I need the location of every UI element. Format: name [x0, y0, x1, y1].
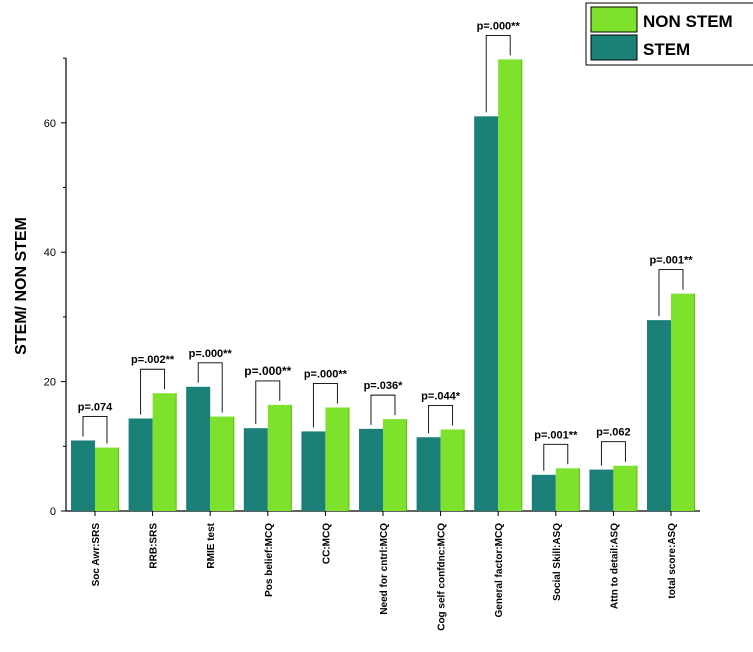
significance-bracket [197, 362, 223, 413]
significance-annotations: p=.074 p=.002** p=.000** p=.000** p=.000** p=… [78, 20, 693, 471]
p-value-label: p=.000** [477, 20, 521, 32]
bar-non-stem [383, 419, 407, 511]
y-tick-label: 60 [44, 118, 56, 130]
p-value-label: p=.000** [304, 368, 348, 380]
bar-non-stem [267, 404, 292, 511]
y-tick-label: 0 [50, 506, 56, 518]
y-tick-label: 40 [44, 247, 56, 259]
bar-stem [589, 469, 614, 511]
significance-bracket [600, 441, 626, 466]
bar-stem [128, 418, 153, 511]
y-tick-label: 20 [44, 377, 56, 389]
bar-stem [474, 116, 499, 511]
p-value-label: p=.002** [131, 354, 175, 366]
significance-bracket [485, 34, 511, 113]
x-tick-label: CC:MCQ [321, 523, 332, 564]
bar-stem [243, 428, 268, 511]
bar-non-stem [440, 429, 465, 511]
x-tick-label: Need for cntrl:MCQ [379, 523, 390, 615]
p-value-label: p=.074 [78, 401, 113, 413]
p-value-label: p=.044* [421, 390, 461, 402]
x-tick-label: Attn to detail:ASQ [609, 523, 620, 609]
x-tick-label: RRB:SRS [149, 523, 160, 569]
x-tick-label: Soc Awr:SRS [91, 523, 102, 587]
x-tick-label: Pos belief:MCQ [264, 523, 275, 597]
x-tick-labels: Soc Awr:SRS RRB:SRS RMIE test Pos belief:MC… [91, 511, 678, 631]
p-value-label: p=.001** [649, 255, 693, 267]
bar-non-stem [555, 468, 580, 511]
bar-non-stem [210, 416, 235, 511]
bar-stem [416, 437, 441, 511]
y-axis-title: STEM/ NON STEM [13, 217, 30, 355]
significance-bracket [370, 394, 396, 425]
bar-stem [186, 386, 211, 511]
significance-bracket [428, 405, 454, 434]
x-tick-label: Cog self confdnc:MCQ [437, 523, 448, 631]
bar-stem [359, 428, 383, 511]
x-tick-label: RMIE test [206, 522, 217, 568]
significance-bracket [82, 416, 108, 444]
bar-non-stem [613, 465, 638, 511]
legend-swatch-non-stem [590, 6, 638, 33]
bar-stem [531, 474, 556, 511]
legend-label-non-stem: NON STEM [643, 12, 733, 31]
bar-stem [301, 431, 326, 511]
legend-swatch-stem [590, 34, 638, 61]
p-value-label: p=.062 [596, 427, 631, 439]
significance-bracket [312, 383, 338, 428]
p-value-label: p=.000** [244, 364, 291, 378]
x-tick-label: Social Skill:ASQ [552, 523, 563, 601]
significance-bracket [255, 380, 281, 425]
bar-non-stem [671, 293, 695, 511]
x-tick-label: total score:ASQ [667, 523, 678, 599]
significance-bracket [658, 269, 684, 317]
bar-stem [647, 320, 671, 511]
p-value-label: p=.001** [534, 429, 578, 441]
bar-stem [71, 440, 95, 511]
p-value-label: p=.036* [364, 380, 404, 392]
bar-non-stem [325, 407, 350, 511]
bar-non-stem [498, 59, 523, 511]
bar-non-stem [95, 447, 119, 511]
p-value-label: p=.000** [189, 348, 233, 360]
significance-bracket [140, 368, 166, 415]
legend: NON STEM STEM [585, 2, 753, 66]
x-tick-label: General factor:MCQ [494, 523, 505, 618]
legend-label-stem: STEM [643, 40, 690, 59]
bars [71, 59, 695, 511]
bar-non-stem [152, 393, 177, 511]
significance-bracket [543, 443, 569, 471]
